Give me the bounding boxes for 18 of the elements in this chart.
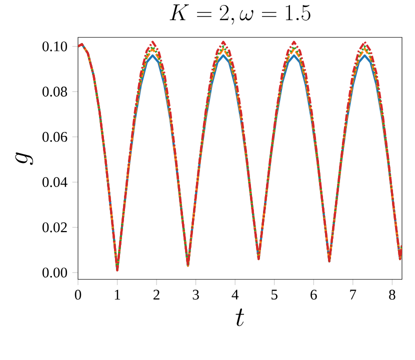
chart-title: $K = 2, \omega = 1.5$ bbox=[170, 4, 310, 24]
y-tick-label: 0.06 bbox=[42, 132, 68, 142]
x-tick-label: 5 bbox=[272, 290, 278, 300]
x-axis-title: $t$ bbox=[236, 308, 244, 326]
y-axis-title: $g$ bbox=[15, 152, 34, 165]
x-tick-label: 0 bbox=[74, 290, 82, 300]
x-tick-label: 2 bbox=[154, 290, 160, 300]
y-tick-label: 0.10 bbox=[42, 41, 68, 52]
x-tick-label: 3 bbox=[192, 290, 199, 300]
x-tick-label: 8 bbox=[389, 290, 396, 300]
y-tick-label: 0.02 bbox=[42, 222, 67, 232]
y-tick-label: 0.08 bbox=[42, 86, 68, 96]
x-tick-label: 7 bbox=[350, 290, 356, 300]
x-tick-label: 1 bbox=[114, 290, 120, 300]
x-tick-label: 6 bbox=[310, 290, 317, 300]
x-tick-label: 4 bbox=[232, 290, 239, 300]
y-tick-label: 0.00 bbox=[42, 267, 68, 278]
y-tick-label: 0.04 bbox=[42, 176, 68, 187]
